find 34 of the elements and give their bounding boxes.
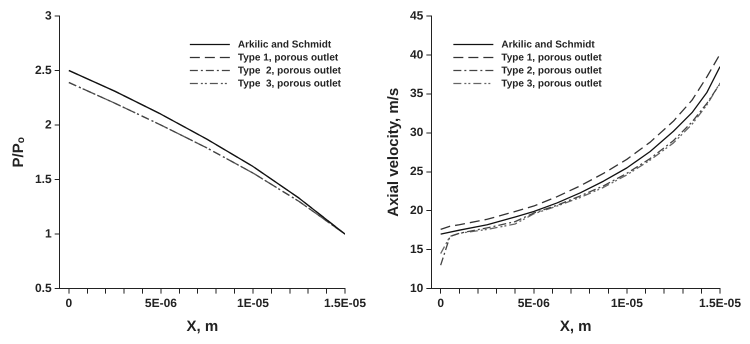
y-tick-label: 45 [410, 8, 424, 22]
x-tick-label: 0 [437, 296, 444, 310]
y-tick-label: 2.5 [34, 62, 52, 77]
legend-label: Arkilic and Schmidt [501, 39, 596, 50]
x-tick-label: 1E-05 [610, 296, 644, 310]
y-tick-label: 1 [44, 226, 52, 240]
y-tick-label: 40 [410, 47, 424, 62]
x-tick-label: 0 [66, 296, 73, 310]
y-tick-label: 30 [410, 125, 424, 140]
y-tick-label: 2 [44, 117, 52, 132]
legend-label: Type 1, porous outlet [501, 52, 602, 64]
x-axis-title: X, m [186, 318, 218, 336]
x-tick-label: 5E-06 [144, 296, 178, 310]
x-tick-label: 1E-05 [236, 296, 270, 310]
legend-label: Type 2, porous outlet [501, 65, 602, 76]
legend-label: Type 1, porous outlet [238, 52, 339, 64]
y-tick-label: 10 [410, 280, 424, 295]
y-tick-label: 25 [410, 164, 424, 178]
legend-label: Type 3, porous outlet [238, 78, 342, 90]
x-tick-label: 1.5E-05 [698, 296, 742, 310]
legend-label: Type 2, porous outlet [238, 65, 342, 76]
x-tick-label: 5E-06 [518, 296, 550, 310]
x-tick-label: 1.5E-05 [324, 296, 366, 310]
y-tick-label: 15 [410, 242, 424, 256]
y-axis-title: P/Pₒ [10, 137, 28, 168]
legend-label: Type 3, porous outlet [501, 78, 602, 90]
x-axis-title: X, m [560, 318, 592, 336]
legend-label: Arkilic and Schmidt [238, 39, 332, 50]
y-tick-label: 0.5 [34, 280, 52, 295]
y-tick-label: 20 [410, 203, 424, 218]
y-axis-title: Axial velocity, m/s [385, 88, 402, 217]
y-tick-label: 1.5 [34, 172, 52, 186]
y-tick-label: 35 [410, 86, 424, 100]
y-tick-label: 3 [44, 8, 52, 22]
